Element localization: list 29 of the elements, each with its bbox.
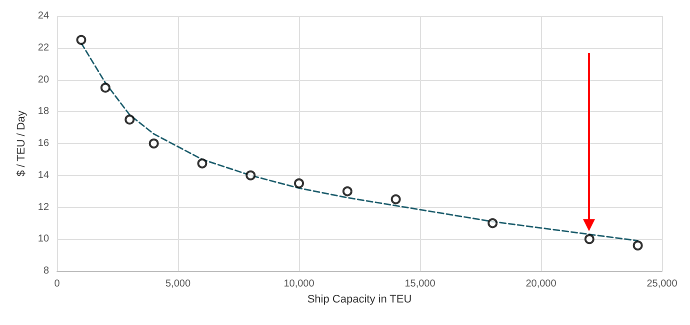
y-tick-label: 14: [38, 170, 50, 181]
point: [584, 234, 594, 244]
point: [342, 186, 352, 196]
point: [197, 158, 208, 168]
y-tick-label: 10: [38, 234, 50, 245]
y-tick-label: 18: [38, 106, 50, 118]
point: [76, 34, 86, 45]
x-tick-label: 0: [54, 278, 60, 290]
y-tick-label: 8: [43, 266, 50, 276]
point: [488, 218, 498, 228]
point: [246, 170, 256, 180]
y-tick-label: 16: [38, 138, 50, 149]
y-tick-label: 20: [38, 74, 50, 86]
y-tick-label: 24: [38, 10, 50, 22]
point: [148, 138, 159, 148]
point: [100, 82, 110, 93]
y-tick-label: 12: [38, 202, 50, 213]
x-axis-title: Ship Capacity in TEU: [307, 293, 412, 306]
x-tick-label: 20,000: [526, 278, 557, 290]
point: [294, 178, 304, 188]
point: [632, 240, 643, 250]
x-tick-label: 25,000: [646, 278, 678, 290]
point: [124, 114, 135, 125]
x-tick-label: 15,000: [404, 278, 436, 290]
point: [390, 194, 401, 204]
y-axis-title: $ / TEU / Day: [16, 110, 28, 176]
y-tick-label: 22: [38, 42, 50, 54]
x-tick-label: 10,000: [284, 278, 315, 290]
x-tick-label: 5,000: [166, 278, 191, 290]
